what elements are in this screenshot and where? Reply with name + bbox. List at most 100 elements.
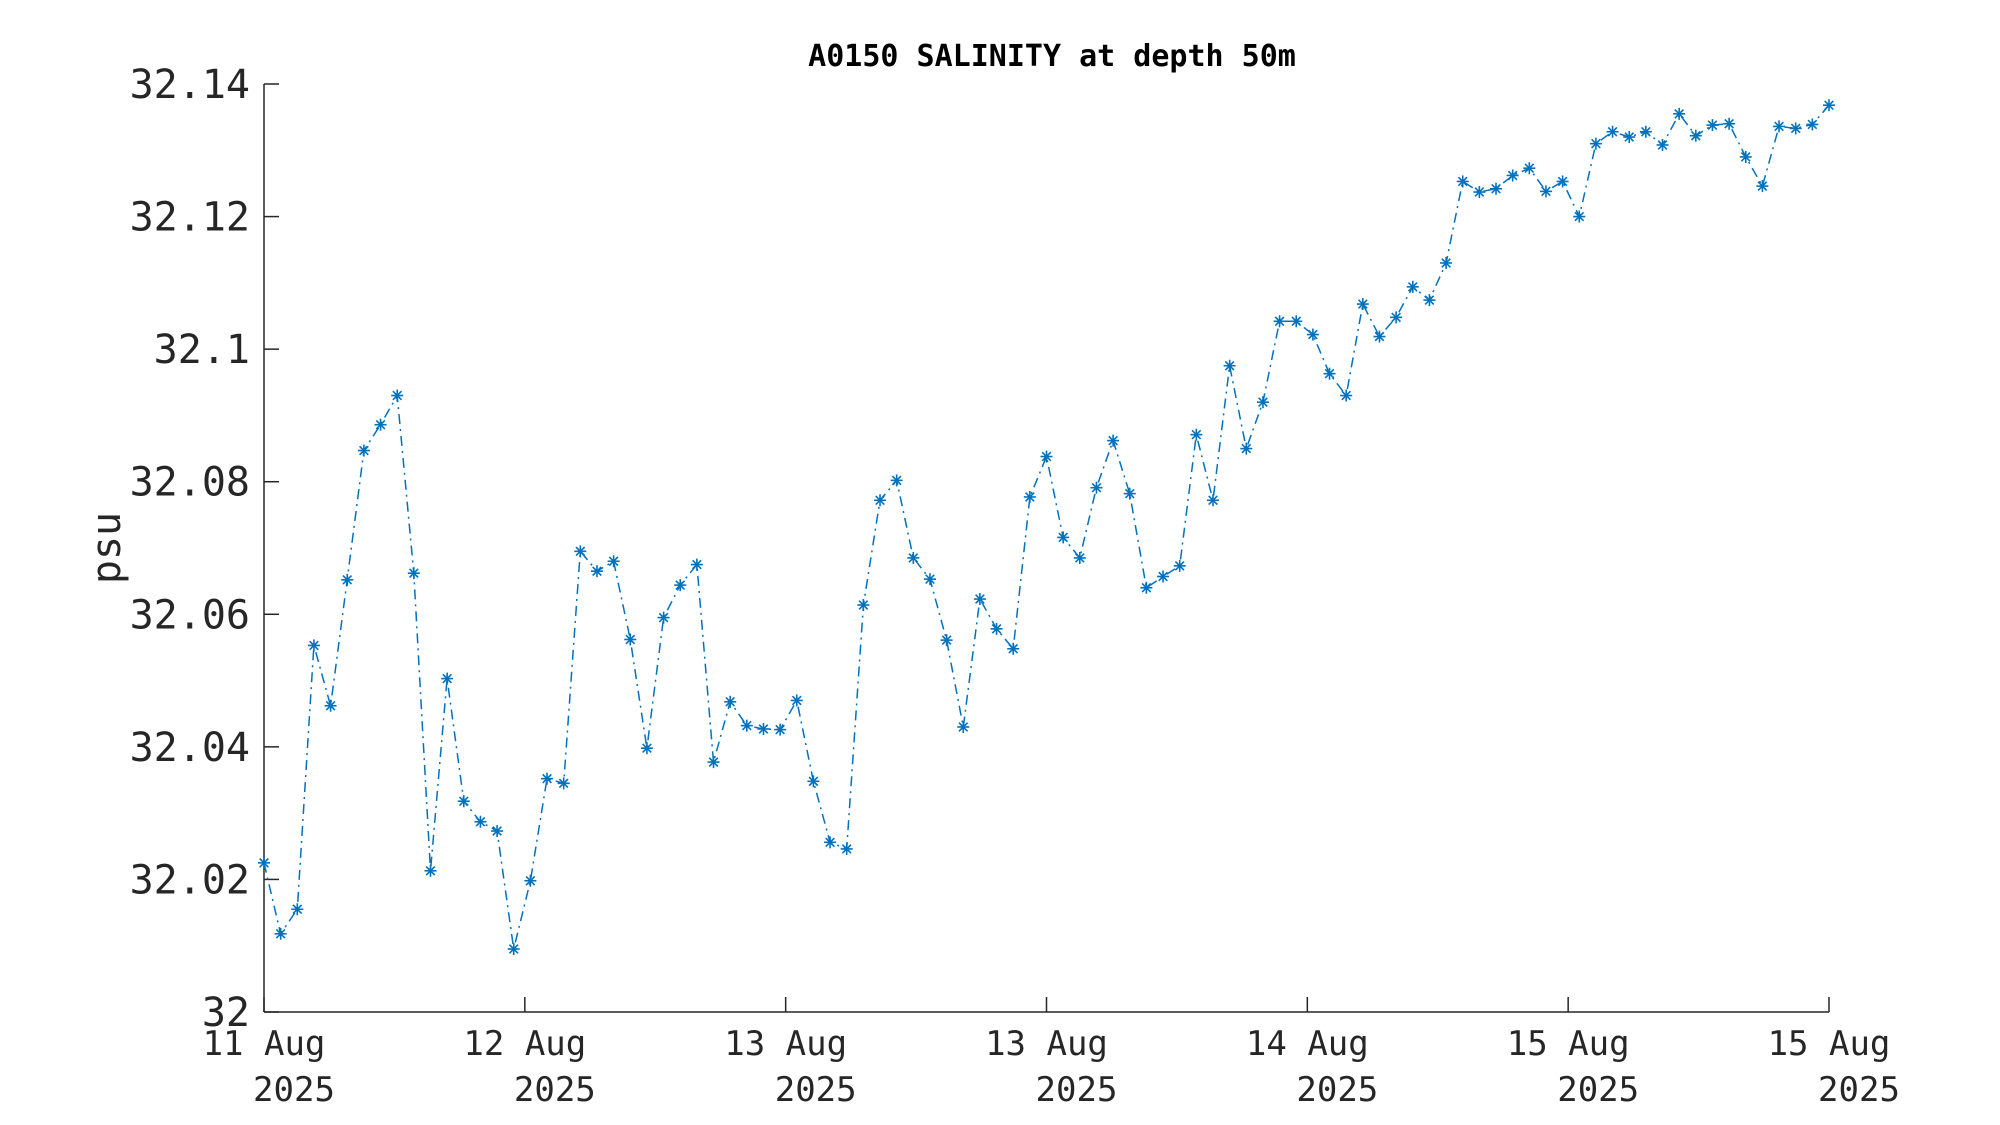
y-tick-label: 32.08	[130, 460, 250, 506]
data-point	[1723, 117, 1736, 130]
data-point	[973, 593, 986, 606]
chart-title: A0150 SALINITY at depth 50m	[808, 39, 1296, 74]
data-point	[1490, 182, 1503, 195]
series-layer	[258, 99, 1835, 956]
data-point	[923, 573, 936, 586]
data-point	[507, 943, 520, 956]
y-tick-label: 32.04	[130, 725, 250, 771]
data-point	[557, 777, 570, 790]
data-point	[674, 579, 687, 592]
data-point	[1756, 180, 1769, 193]
data-point	[274, 927, 287, 940]
x-tick-label-year: 2025	[1557, 1070, 1639, 1110]
x-tick-label-date: 15 Aug	[1507, 1024, 1630, 1064]
data-point	[1223, 359, 1236, 372]
data-point	[1107, 434, 1120, 447]
data-point	[1773, 120, 1786, 133]
data-point	[1689, 129, 1702, 142]
data-point	[491, 825, 504, 838]
data-point	[707, 756, 720, 769]
data-point	[407, 567, 420, 580]
data-point	[1823, 99, 1835, 112]
y-tick-label: 32.1	[154, 327, 250, 373]
data-point	[291, 903, 304, 916]
x-tick-label-year: 2025	[514, 1070, 596, 1110]
data-point	[790, 694, 803, 707]
data-point	[940, 634, 953, 647]
data-point	[1323, 367, 1336, 380]
data-point	[1290, 315, 1303, 328]
data-point	[541, 772, 554, 785]
data-point	[1306, 328, 1319, 341]
data-point	[857, 599, 870, 612]
data-point	[1190, 428, 1203, 441]
data-point	[307, 639, 320, 652]
x-tick-label-date: 13 Aug	[724, 1024, 847, 1064]
data-point	[1523, 162, 1536, 175]
data-point	[1256, 396, 1269, 409]
y-tick-label: 32.06	[130, 592, 250, 638]
data-point	[824, 836, 837, 849]
data-point	[1356, 298, 1369, 311]
x-tick-label-year: 2025	[775, 1070, 857, 1110]
data-point	[607, 555, 620, 568]
data-point	[1473, 186, 1486, 199]
data-point	[341, 573, 354, 586]
data-point	[1739, 150, 1752, 163]
x-tick-label-year: 2025	[1036, 1070, 1118, 1110]
data-point	[1240, 442, 1253, 455]
data-point	[524, 874, 537, 887]
data-point	[1606, 125, 1619, 138]
data-point	[624, 633, 637, 646]
data-point	[840, 842, 853, 855]
data-point	[907, 551, 920, 564]
x-tick-label-date: 15 Aug	[1768, 1024, 1891, 1064]
data-point	[1073, 551, 1086, 564]
data-point	[590, 565, 603, 578]
data-point	[1440, 256, 1453, 269]
plot-area	[263, 84, 1829, 1013]
data-point	[1007, 642, 1020, 655]
data-point	[874, 494, 887, 507]
x-tick-label-date: 13 Aug	[985, 1024, 1108, 1064]
data-point	[957, 720, 970, 733]
data-point	[474, 815, 487, 828]
data-point	[1456, 175, 1469, 188]
data-point	[374, 418, 387, 431]
data-point	[1806, 118, 1819, 131]
data-point	[1123, 487, 1136, 500]
data-point	[1706, 119, 1719, 132]
data-point	[1673, 107, 1686, 120]
data-point	[990, 622, 1003, 635]
data-point	[1206, 494, 1219, 507]
data-point	[1173, 559, 1186, 572]
data-point	[424, 864, 437, 877]
data-point	[1656, 138, 1669, 151]
data-point	[1340, 389, 1353, 402]
data-point	[258, 856, 270, 869]
data-point	[1023, 490, 1036, 503]
data-point	[740, 719, 753, 732]
data-point	[1157, 570, 1170, 583]
data-point	[1589, 137, 1602, 150]
data-point	[1057, 531, 1070, 544]
y-tick-label: 32	[202, 990, 250, 1036]
data-point	[1789, 122, 1802, 135]
y-axis-ticks: 32 32.02 32.04 32.06 32.08 32.1 32.12 32.14	[130, 62, 279, 1036]
data-point	[1639, 125, 1652, 138]
data-point	[324, 699, 337, 712]
data-point	[640, 742, 653, 755]
data-point	[1423, 294, 1436, 307]
series-line	[263, 104, 1830, 950]
data-point	[890, 474, 903, 487]
data-point	[1539, 185, 1552, 198]
data-point	[1090, 481, 1103, 494]
x-axis-ticks: 11 Aug 2025 12 Aug 2025 13 Aug 2025 13 Aug 2025…	[203, 997, 1900, 1110]
data-point	[1556, 175, 1569, 188]
data-point	[1406, 280, 1419, 293]
data-point	[1140, 581, 1153, 594]
data-point	[724, 695, 737, 708]
data-point	[391, 389, 404, 402]
x-tick-label-date: 12 Aug	[463, 1024, 586, 1064]
